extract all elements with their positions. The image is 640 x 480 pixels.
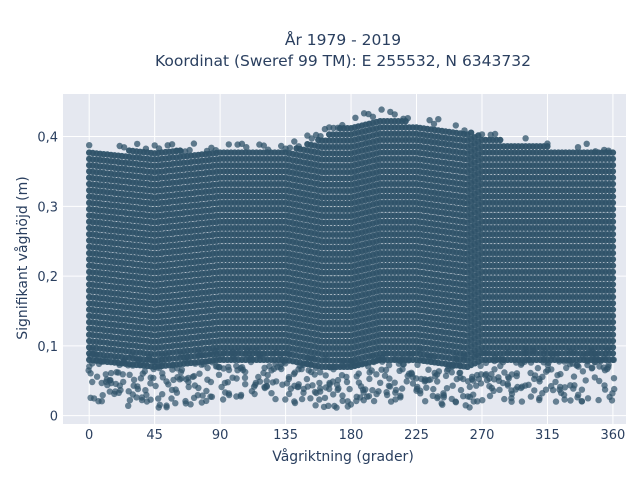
data-point — [497, 136, 504, 144]
data-points — [85, 106, 618, 411]
